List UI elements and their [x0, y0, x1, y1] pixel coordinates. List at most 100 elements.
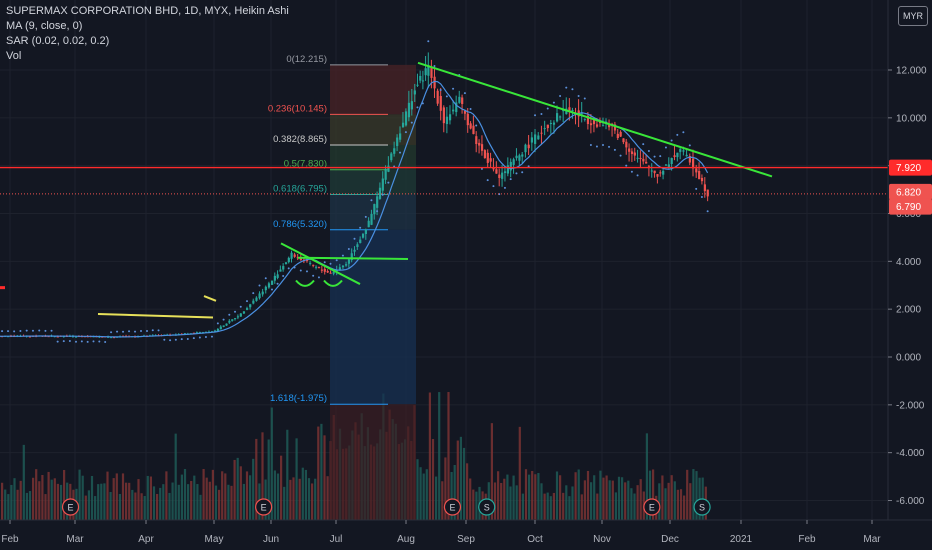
- sar-dot: [56, 340, 59, 343]
- sar-dot: [503, 186, 506, 189]
- volume-bar: [134, 492, 137, 520]
- volume-bar: [462, 447, 466, 520]
- drawings[interactable]: [0, 61, 888, 319]
- currency-button[interactable]: MYR: [898, 6, 928, 26]
- volume-bar: [652, 469, 655, 520]
- candle-body: [323, 268, 326, 272]
- candle-body: [245, 308, 249, 310]
- legend-sar[interactable]: SAR (0.02, 0.02, 0.2): [6, 35, 110, 47]
- candle-body: [664, 164, 668, 166]
- sar-dot: [192, 337, 195, 340]
- candle-body: [113, 337, 116, 339]
- candle-body: [630, 151, 634, 154]
- volume-bar: [512, 475, 515, 520]
- volume-bar: [78, 469, 81, 520]
- sar-dot: [534, 114, 537, 117]
- volume-bar: [13, 478, 16, 520]
- sar-dot: [595, 145, 598, 148]
- volume-bar: [245, 471, 249, 520]
- volume-bar: [441, 481, 444, 520]
- candle-body: [483, 150, 487, 159]
- candle-body: [688, 156, 691, 163]
- candle-body: [478, 142, 481, 146]
- candle-body: [387, 165, 390, 172]
- sar-dot: [287, 267, 290, 270]
- volume-bar: [10, 484, 13, 520]
- candle-body: [56, 336, 59, 338]
- candle-body: [583, 118, 586, 120]
- candle-body: [107, 336, 110, 338]
- volume-bar: [159, 487, 162, 520]
- candle-body: [608, 123, 611, 128]
- candle-body: [419, 75, 422, 81]
- volume-bar: [190, 480, 193, 520]
- volume-bar: [63, 469, 66, 520]
- candle-body: [586, 115, 590, 125]
- candle-body: [495, 169, 498, 174]
- candle-body: [214, 330, 217, 332]
- volume-bar: [428, 392, 431, 520]
- legend-ma[interactable]: MA (9, close, 0): [6, 20, 83, 32]
- volume-bar: [583, 480, 586, 520]
- volume-bar: [180, 474, 183, 520]
- sar-dot: [264, 277, 267, 280]
- volume-bar: [171, 482, 174, 520]
- sar-dot: [44, 329, 47, 332]
- volume-bar: [304, 469, 307, 520]
- volume-bar: [422, 473, 425, 520]
- volume-bar: [196, 484, 199, 520]
- candle-body: [338, 267, 342, 270]
- x-tick-label: Feb: [798, 534, 816, 545]
- y-tick-label: 2.000: [896, 305, 921, 316]
- sar-dot: [174, 338, 177, 341]
- yellow-trendline: [97, 312, 214, 319]
- sar-dot: [664, 146, 667, 149]
- volume-bar: [100, 483, 103, 520]
- legend-vol[interactable]: Vol: [6, 50, 22, 62]
- candle-body: [639, 157, 642, 160]
- sar-dot: [515, 172, 518, 175]
- volume-bar: [692, 469, 695, 520]
- candle-body: [682, 150, 685, 152]
- sar-dot: [341, 254, 344, 257]
- earnings-event-marker: E: [61, 498, 80, 516]
- x-tick-label: May: [205, 534, 224, 545]
- volume-bar: [627, 480, 630, 520]
- event-circle: [443, 498, 462, 516]
- volume-bar: [205, 477, 208, 520]
- candle-body: [518, 155, 521, 161]
- candle-body: [568, 107, 571, 112]
- candle-body: [359, 239, 362, 243]
- event-circle: [643, 498, 661, 516]
- candle-body: [309, 262, 312, 264]
- volume-bar: [580, 494, 583, 520]
- price-badge-label: 6.820: [896, 187, 921, 198]
- volume-bar: [1, 482, 4, 520]
- volume-bar: [614, 492, 617, 520]
- volume-bar: [475, 491, 478, 520]
- candle-body: [282, 266, 285, 270]
- volume-bar: [425, 469, 428, 520]
- volume-bar: [444, 457, 447, 520]
- volume-bar: [506, 474, 509, 520]
- candle-body: [370, 213, 373, 225]
- volume-bar: [87, 490, 90, 520]
- candle-body: [279, 269, 282, 272]
- volume-bar: [648, 470, 652, 520]
- volume-bar: [242, 483, 245, 520]
- volume-bar: [450, 471, 453, 520]
- candle-body: [552, 122, 556, 125]
- candle-body: [413, 90, 416, 95]
- event-circle: [478, 498, 496, 516]
- legend-title[interactable]: SUPERMAX CORPORATION BHD, 1D, MYX, Heiki…: [6, 5, 289, 17]
- volume-bar: [252, 458, 255, 520]
- volume-bar: [683, 495, 686, 520]
- candle-body: [312, 264, 315, 266]
- x-tick-label: Apr: [138, 534, 154, 545]
- sar-dot: [433, 65, 436, 68]
- price-badge-label: 6.790: [896, 202, 921, 213]
- x-tick-label: Feb: [1, 534, 19, 545]
- candle-body: [571, 110, 574, 112]
